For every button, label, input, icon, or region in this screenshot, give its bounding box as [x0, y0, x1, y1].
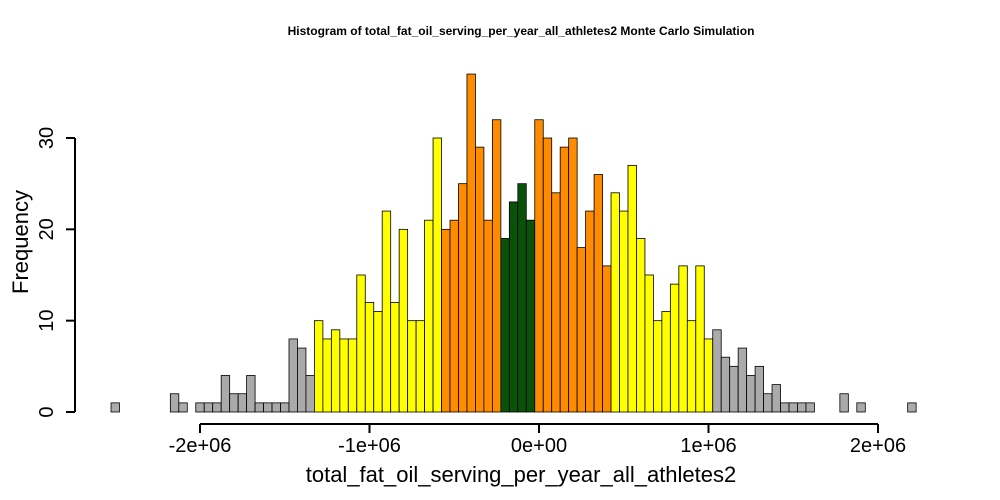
histogram-bar — [907, 402, 917, 413]
histogram-bar — [525, 219, 536, 413]
histogram-bar — [695, 265, 705, 413]
histogram-bar — [593, 174, 603, 413]
histogram-bar — [712, 329, 722, 413]
histogram-bar — [491, 119, 502, 413]
histogram-bar — [254, 402, 264, 413]
histogram-bar — [576, 247, 587, 413]
histogram-bar — [305, 375, 315, 413]
histogram-bar — [263, 402, 273, 413]
histogram-bar — [110, 402, 120, 413]
histogram-bar — [610, 192, 620, 413]
histogram-bar — [398, 228, 409, 413]
histogram-bar — [203, 402, 214, 413]
histogram-bar — [661, 311, 671, 413]
histogram-bar — [585, 210, 595, 413]
histogram-bar — [212, 402, 222, 413]
y-tick-label: 0 — [36, 406, 58, 417]
histogram-bar — [237, 393, 248, 413]
x-tick-label: -2e+06 — [169, 435, 232, 457]
histogram-bar — [737, 347, 748, 413]
histogram-bar — [466, 73, 476, 413]
histogram-bar — [644, 274, 654, 413]
histogram-bar — [559, 146, 570, 413]
histogram-bar — [763, 393, 773, 413]
y-tick-label: 20 — [36, 218, 58, 240]
histogram-bar — [619, 210, 629, 413]
histogram-bar — [220, 375, 231, 413]
histogram-bars — [110, 73, 917, 413]
histogram-bar — [500, 238, 510, 413]
histogram-bar — [271, 402, 281, 413]
histogram-bar — [686, 320, 697, 413]
histogram-bar — [424, 219, 434, 413]
histogram-bar — [780, 402, 790, 413]
histogram-bar — [788, 402, 798, 413]
histogram-bar — [415, 320, 425, 413]
histogram-bar — [729, 365, 739, 413]
histogram-bar — [475, 146, 485, 413]
histogram-bar — [458, 183, 468, 413]
histogram-bar — [441, 228, 451, 413]
histogram-bar — [805, 402, 815, 413]
histogram-bar — [288, 338, 298, 413]
histogram-bar — [314, 320, 324, 413]
histogram-bar — [720, 356, 731, 413]
histogram-bar — [229, 393, 239, 413]
histogram-bar — [432, 137, 442, 413]
histogram-bar — [449, 219, 459, 413]
histogram-bar — [517, 183, 527, 413]
histogram-bar — [483, 219, 493, 413]
histogram-bar — [356, 274, 366, 413]
chart-title: Histogram of total_fat_oil_serving_per_y… — [288, 24, 755, 38]
histogram-bar — [534, 119, 544, 413]
histogram-bar — [280, 402, 290, 413]
histogram-bar — [390, 301, 400, 413]
histogram-bar — [568, 137, 578, 413]
histogram-bar — [754, 365, 764, 413]
histogram-bar — [703, 338, 714, 413]
x-tick-label: 1e+06 — [680, 435, 736, 457]
histogram-bar — [839, 393, 849, 413]
histogram-bar — [542, 137, 553, 413]
histogram-bar — [347, 338, 358, 413]
histogram-bar — [797, 402, 807, 413]
histogram-bar — [636, 238, 646, 413]
histogram-bar — [195, 402, 205, 413]
y-tick-label: 30 — [36, 127, 58, 149]
histogram-bar — [373, 311, 383, 413]
histogram-bar — [407, 320, 417, 413]
y-tick-label: 10 — [36, 310, 58, 332]
y-axis: 0 10 20 30 — [36, 127, 76, 418]
histogram-bar — [669, 283, 680, 413]
histogram-bar — [627, 164, 637, 413]
histogram-bar — [364, 301, 375, 413]
x-tick-label: -1e+06 — [338, 435, 401, 457]
histogram-bar — [169, 393, 180, 413]
histogram-bar — [381, 210, 392, 413]
y-axis-label: Frequency — [8, 190, 33, 294]
histogram-bar — [508, 201, 519, 413]
histogram-bar — [678, 265, 688, 413]
histogram-bar — [653, 320, 663, 413]
histogram-bar — [339, 338, 349, 413]
x-tick-label: 0e+00 — [511, 435, 567, 457]
histogram-bar — [602, 265, 612, 413]
histogram-bar — [246, 375, 256, 413]
histogram-bar — [551, 192, 561, 413]
histogram-bar — [322, 338, 332, 413]
histogram-bar — [771, 384, 781, 413]
histogram-bar — [297, 347, 307, 413]
histogram-bar — [178, 402, 188, 413]
x-axis-label: total_fat_oil_serving_per_year_all_athle… — [306, 462, 737, 487]
x-tick-label: 2e+06 — [850, 435, 906, 457]
histogram-bar — [330, 329, 341, 413]
histogram-bar — [856, 402, 866, 413]
histogram-bar — [746, 375, 756, 413]
x-axis: -2e+06 -1e+06 0e+00 1e+06 2e+06 — [169, 423, 906, 457]
